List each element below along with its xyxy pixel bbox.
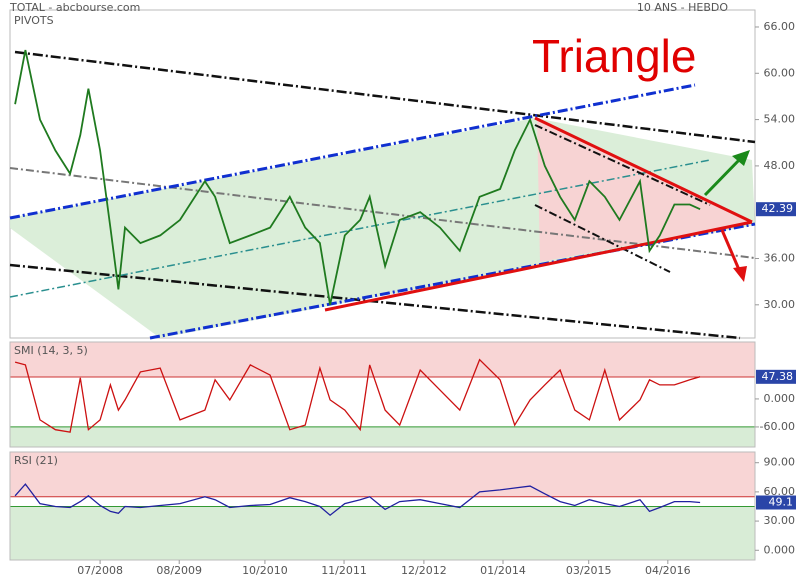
triangle-area [537, 118, 750, 262]
overbought-zone [10, 342, 755, 377]
y-tick-label: 90.00 [764, 456, 796, 469]
x-tick-label: 01/2014 [480, 564, 526, 577]
series-line [14, 483, 701, 517]
x-tick-label: 10/2010 [242, 564, 288, 577]
panel-frame [9, 451, 756, 561]
series-line [14, 49, 701, 305]
y-tick-label: 36.00 [764, 252, 796, 265]
overbought-zone [10, 452, 755, 497]
y-tick-label: 30.00 [764, 514, 796, 527]
panel-label: PIVOTS [14, 14, 54, 27]
y-tick-label: 60.00 [764, 485, 796, 498]
y-tick-label: 0.000 [764, 392, 796, 405]
last-value-label: 42.39 [762, 202, 794, 215]
last-value-box [756, 495, 796, 510]
last-value-label: 47.38 [762, 370, 794, 383]
panel-frame [9, 341, 756, 448]
x-tick-label: 08/2009 [156, 564, 202, 577]
x-tick-label: 11/2011 [321, 564, 367, 577]
annotation: Triangle [532, 30, 696, 82]
y-tick-label: 0.000 [764, 543, 796, 556]
panel-title: RSI (21) [14, 454, 58, 467]
series-line [14, 358, 701, 433]
last-value-box [756, 369, 796, 384]
x-tick-label: 07/2008 [77, 564, 123, 577]
trend-lines [9, 50, 756, 340]
chart-title: TOTAL - abcbourse.com [9, 1, 140, 14]
subtitle: 10 ANS - HEBDO [637, 1, 728, 14]
x-tick-label: 04/2016 [645, 564, 691, 577]
y-tick-label: -60.00 [760, 420, 795, 433]
oversold-zone [10, 426, 755, 447]
last-value-box [756, 202, 796, 217]
y-tick-label: 48.00 [764, 159, 796, 172]
y-tick-label: 66.00 [764, 20, 796, 33]
x-tick-label: 03/2015 [566, 564, 612, 577]
y-tick-label: 54.00 [764, 113, 796, 126]
y-tick-label: 30.00 [764, 298, 796, 311]
x-tick-label: 12/2012 [401, 564, 447, 577]
y-tick-label: 60.00 [764, 66, 796, 79]
panel-title: SMI (14, 3, 5) [14, 344, 88, 357]
oversold-zone [10, 506, 755, 560]
last-value-label: 49.1 [769, 495, 794, 508]
